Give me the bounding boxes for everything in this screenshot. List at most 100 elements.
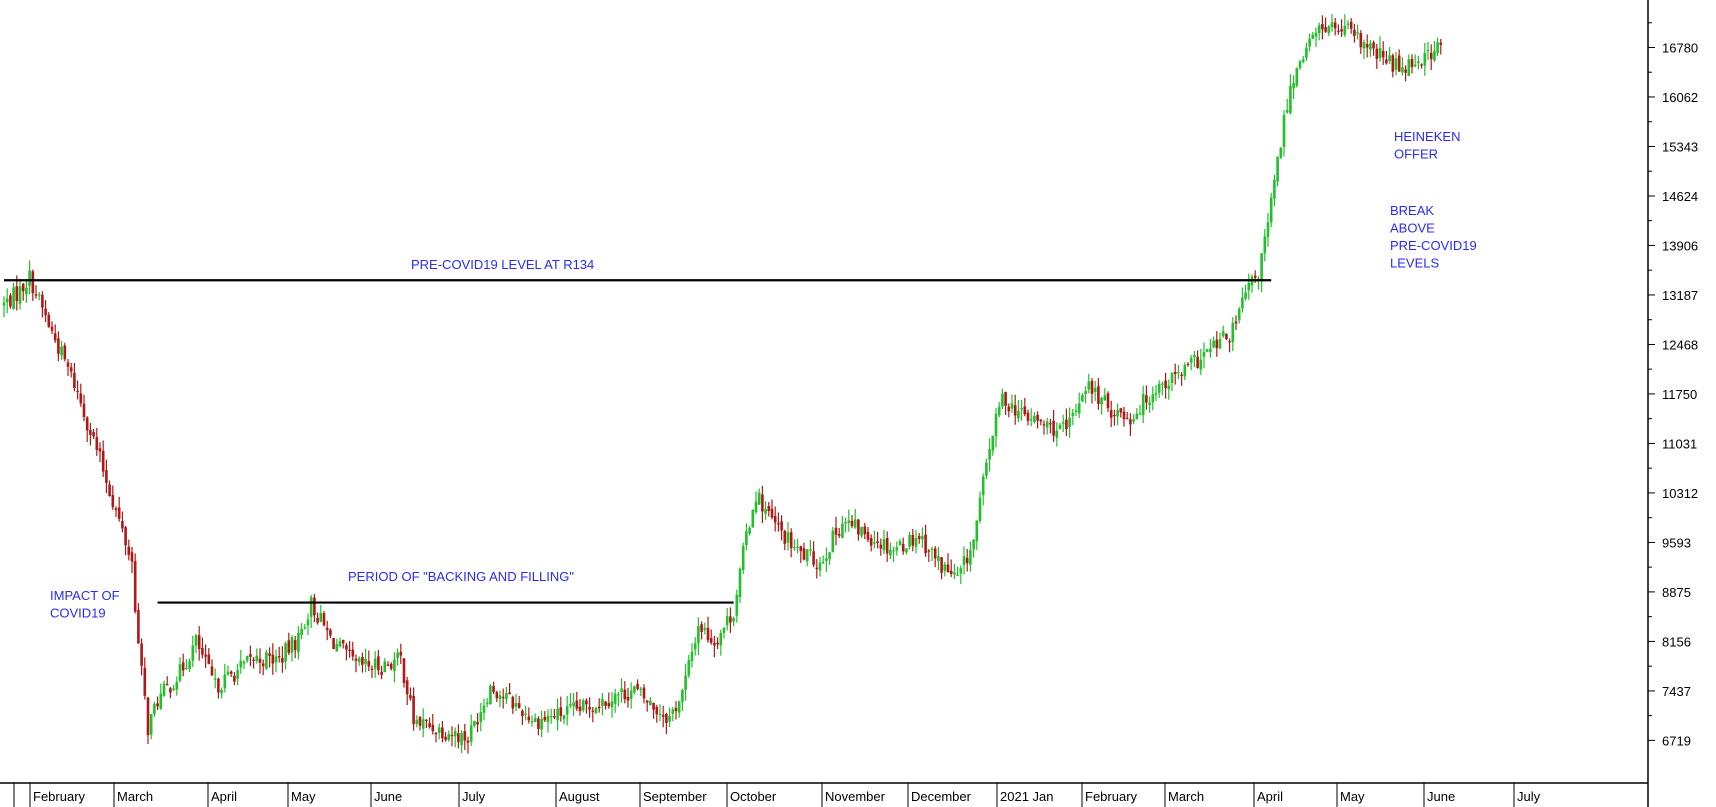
candle-body xyxy=(1253,275,1257,278)
candle-body xyxy=(1356,32,1359,34)
candle xyxy=(1065,408,1068,436)
candle xyxy=(719,629,723,656)
candle xyxy=(1103,388,1107,401)
candle-body xyxy=(143,667,147,696)
candle-body xyxy=(89,429,92,435)
candle-body xyxy=(578,706,582,712)
candle-body xyxy=(1321,23,1324,30)
candle-body xyxy=(674,708,678,712)
candle-body xyxy=(309,597,313,617)
candle-body xyxy=(425,719,428,722)
candle xyxy=(1036,411,1039,429)
candle-body xyxy=(25,287,28,295)
candle xyxy=(732,616,735,627)
candle-body xyxy=(287,640,291,653)
candle xyxy=(585,698,588,714)
candle xyxy=(1039,419,1043,426)
candle-body xyxy=(773,515,777,523)
candle xyxy=(1321,15,1324,40)
candle xyxy=(1429,44,1433,71)
candle-body xyxy=(1429,52,1433,60)
candle-body xyxy=(652,702,655,710)
candle xyxy=(1202,342,1206,369)
candle-body xyxy=(338,641,342,647)
candle-body xyxy=(732,618,735,622)
candle-body xyxy=(553,716,556,718)
candle xyxy=(82,394,86,422)
candle xyxy=(79,383,83,407)
candle xyxy=(153,701,156,717)
candle-body xyxy=(1269,197,1273,223)
candle xyxy=(1087,373,1091,394)
candle xyxy=(249,645,252,667)
candle-body xyxy=(396,652,399,659)
candle-body xyxy=(642,687,646,699)
candle xyxy=(1119,407,1123,418)
candle xyxy=(629,682,633,709)
candle xyxy=(1362,39,1366,60)
candle-body xyxy=(1289,85,1292,113)
candle-body xyxy=(1426,49,1430,52)
candle-body xyxy=(988,449,991,460)
candle xyxy=(28,260,31,295)
candle-body xyxy=(1276,156,1279,182)
candle xyxy=(818,556,822,577)
candle-body xyxy=(620,688,623,693)
candle xyxy=(396,648,399,666)
candle xyxy=(332,637,335,650)
candle-body xyxy=(181,662,185,671)
candle xyxy=(604,700,607,710)
x-month-label: September xyxy=(643,789,707,804)
candle xyxy=(1317,22,1321,41)
candle-body xyxy=(1154,393,1158,395)
candle-body xyxy=(175,681,179,690)
candle xyxy=(1266,212,1270,247)
candle xyxy=(268,647,271,668)
candle-body xyxy=(927,550,931,552)
candle-body xyxy=(1375,48,1379,59)
candle-body xyxy=(1135,413,1139,420)
candle-body xyxy=(1001,393,1004,407)
candle xyxy=(796,538,799,554)
candle-body xyxy=(684,675,687,690)
candle-body xyxy=(821,561,825,564)
candle xyxy=(869,534,873,552)
candle xyxy=(828,552,831,565)
candle-body xyxy=(121,521,124,529)
candle-body xyxy=(66,362,70,367)
candle-body xyxy=(1346,23,1350,25)
candle-body xyxy=(1279,147,1283,158)
candle xyxy=(322,611,326,627)
candle xyxy=(524,705,527,721)
x-month-label: June xyxy=(374,789,402,804)
candle-body xyxy=(153,703,156,715)
candle-body xyxy=(524,713,527,715)
candle xyxy=(73,362,76,392)
candle-body xyxy=(1359,33,1363,48)
candle-body xyxy=(1129,419,1132,425)
candle xyxy=(460,730,463,753)
candle xyxy=(229,670,233,677)
candle xyxy=(1071,408,1075,425)
candle xyxy=(508,682,511,695)
candle xyxy=(220,687,223,699)
candle-body xyxy=(172,688,175,690)
candle-body xyxy=(348,649,351,651)
candle-body xyxy=(866,532,870,540)
candle xyxy=(316,612,319,625)
candle-body xyxy=(1362,42,1366,49)
candle-body xyxy=(489,685,492,705)
candle-body xyxy=(124,527,127,546)
candles-layer xyxy=(2,13,1443,754)
candle xyxy=(1388,47,1391,65)
candle xyxy=(1077,392,1081,418)
candle xyxy=(489,684,492,705)
candle-body xyxy=(645,700,649,703)
candle-body xyxy=(706,627,710,641)
candle-body xyxy=(1333,22,1337,29)
candle-body xyxy=(585,700,588,705)
candle-body xyxy=(1212,340,1215,348)
candle-body xyxy=(860,527,863,536)
x-month-label: February xyxy=(1085,789,1138,804)
candle-body xyxy=(92,431,95,437)
